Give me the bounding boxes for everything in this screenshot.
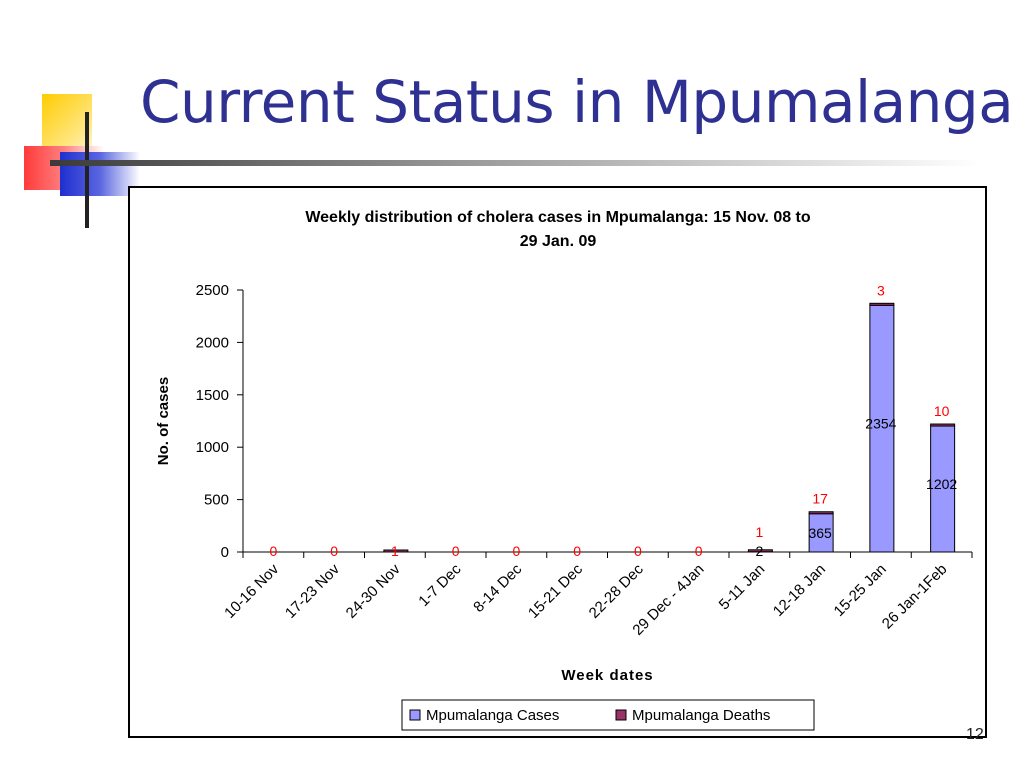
chart-title: 29 Jan. 09 — [520, 233, 597, 250]
data-label-deaths: 0 — [634, 543, 642, 559]
data-label-cases: 2354 — [865, 416, 896, 432]
y-tick-label: 1000 — [196, 439, 229, 456]
legend-label: Mpumalanga Cases — [426, 707, 559, 724]
x-tick-label: 26 Jan-1Feb — [879, 561, 951, 633]
data-label-deaths: 1 — [755, 524, 763, 540]
data-label-deaths: 0 — [269, 543, 277, 559]
x-tick-label: 15-21 Dec — [525, 560, 586, 621]
logo-yellow-square — [42, 94, 92, 152]
x-tick-label: 22-28 Dec — [586, 560, 647, 621]
y-tick-label: 0 — [221, 544, 229, 561]
logo-vertical-line — [85, 112, 89, 228]
bar-chart: Weekly distribution of cholera cases in … — [155, 209, 973, 731]
x-tick-label: 10-16 Nov — [221, 560, 282, 621]
y-tick-label: 2000 — [196, 334, 229, 351]
y-tick-label: 500 — [204, 492, 229, 509]
data-label-deaths: 17 — [812, 491, 828, 507]
y-axis-title: No. of cases — [155, 377, 172, 465]
bar-deaths — [383, 549, 409, 553]
legend-swatch — [409, 709, 421, 721]
page-title: Current Status in Mpumalanga — [140, 68, 1014, 136]
legend-box — [401, 699, 815, 731]
legend-swatch — [615, 709, 627, 721]
bar-cases — [808, 513, 834, 553]
data-label-deaths: 3 — [877, 282, 885, 298]
data-label-deaths: 0 — [330, 543, 338, 559]
x-tick-label: 12-18 Jan — [770, 561, 829, 620]
chart-container: Weekly distribution of cholera cases in … — [128, 186, 987, 738]
logo-blue-block — [60, 152, 140, 196]
data-label-deaths: 0 — [512, 543, 520, 559]
data-label-deaths: 1 — [391, 543, 399, 559]
legend-label: Mpumalanga Deaths — [632, 707, 770, 724]
x-tick-label: 8-14 Dec — [470, 560, 525, 615]
bar-deaths — [808, 511, 834, 515]
bar-cases — [869, 304, 895, 553]
x-tick-label: 24-30 Nov — [343, 560, 404, 621]
data-label-deaths: 0 — [573, 543, 581, 559]
x-tick-label: 17-23 Nov — [282, 560, 343, 621]
x-tick-label: 5-11 Jan — [716, 561, 769, 614]
x-tick-label: 15-25 Jan — [831, 561, 890, 620]
x-tick-label: 1-7 Dec — [415, 560, 465, 610]
data-label-deaths: 10 — [934, 403, 950, 419]
data-label-deaths: 0 — [452, 543, 460, 559]
data-label-cases: 2 — [755, 543, 763, 559]
data-label-cases: 1202 — [926, 476, 957, 492]
data-label-deaths: 0 — [695, 543, 703, 559]
bar-deaths — [747, 549, 773, 553]
y-tick-label: 1500 — [196, 387, 229, 404]
slide-number: 12 — [966, 726, 984, 743]
data-label-cases: 365 — [808, 525, 832, 541]
y-tick-label: 2500 — [196, 282, 229, 299]
chart-title: Weekly distribution of cholera cases in … — [305, 209, 811, 226]
x-axis-title: Week dates — [561, 667, 653, 684]
bar-deaths — [930, 423, 956, 427]
bar-cases — [930, 425, 956, 553]
title-rule — [50, 160, 980, 166]
bar-deaths — [869, 302, 895, 306]
